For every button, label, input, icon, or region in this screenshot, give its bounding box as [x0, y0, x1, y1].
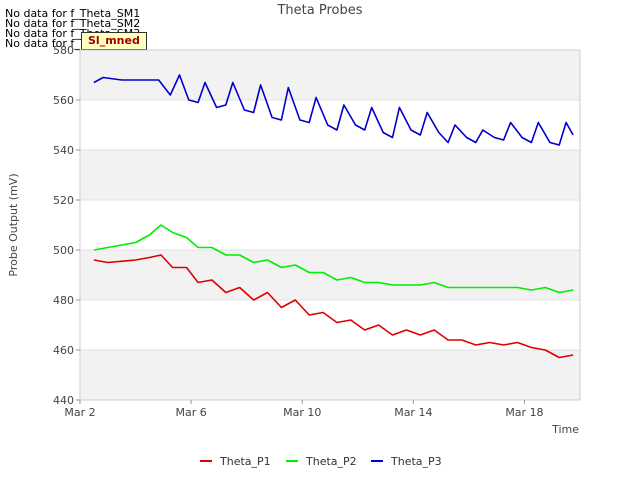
plot-band [80, 50, 580, 100]
y-tick-label: 460 [53, 344, 74, 357]
series-line-theta-p3 [93, 74, 574, 146]
no-data-message: No data for f_Theta_SM3 [5, 27, 141, 40]
no-data-message: No data for f_Theta_SM1 [5, 7, 141, 20]
y-tick-label: 440 [53, 394, 74, 407]
plot-frame [79, 49, 581, 401]
no-data-message: No data for f_Theta_SM4 [5, 37, 141, 50]
y-tick-label: 580 [53, 44, 74, 57]
plot-band [80, 250, 580, 300]
y-tick-label: 480 [53, 294, 74, 307]
series-line-theta-p1 [93, 254, 574, 359]
series-line-theta-p2 [93, 224, 574, 294]
legend-label: Theta_P3 [390, 455, 442, 468]
x-tick-label: Mar 18 [505, 406, 543, 419]
y-tick-label: 540 [53, 144, 74, 157]
legend-label: Theta_P1 [219, 455, 271, 468]
x-axis-label: Time [551, 423, 579, 436]
y-axis-label: Probe Output (mV) [7, 173, 20, 276]
y-tick-label: 500 [53, 244, 74, 257]
y-tick-label: 520 [53, 194, 74, 207]
y-tick-label: 560 [53, 94, 74, 107]
x-tick-label: Mar 2 [64, 406, 95, 419]
x-tick-label: Mar 14 [394, 406, 432, 419]
no-data-message: No data for f_Theta_SM2 [5, 17, 141, 30]
x-tick-label: Mar 10 [283, 406, 321, 419]
legend-label: Theta_P2 [305, 455, 357, 468]
chart-title: Theta Probes [277, 3, 363, 18]
plot-band [80, 350, 580, 400]
x-tick-label: Mar 6 [175, 406, 206, 419]
plot-band [80, 150, 580, 200]
